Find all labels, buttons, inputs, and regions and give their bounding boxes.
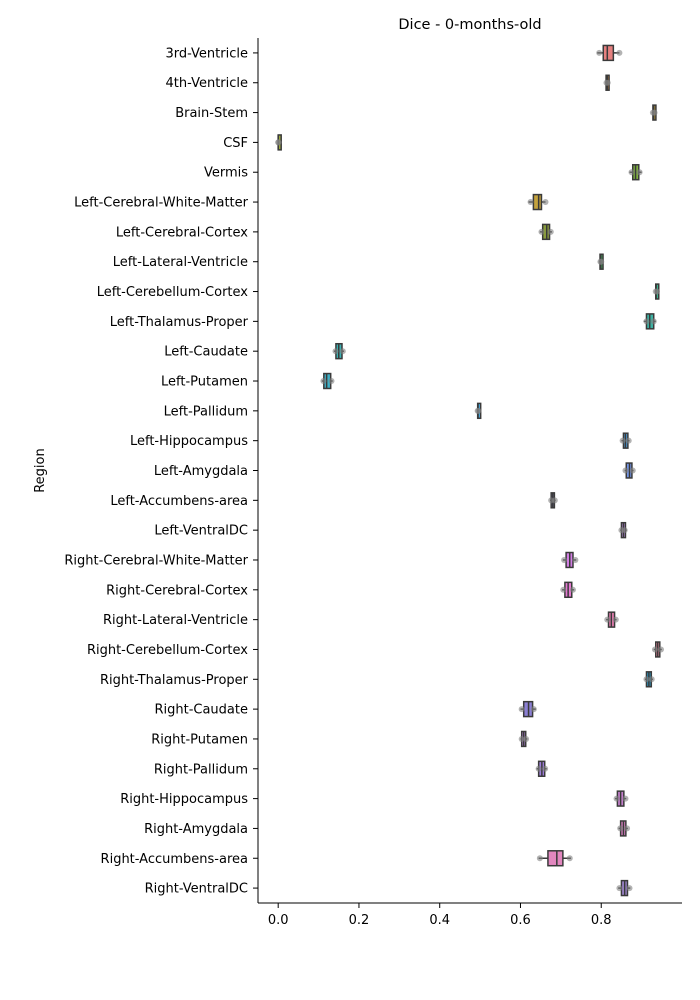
y-tick-label: Vermis (204, 166, 248, 181)
y-tick-label: Left-Lateral-Ventricle (113, 255, 248, 270)
data-point (604, 79, 611, 86)
data-point (598, 258, 605, 265)
y-tick-label: Left-Pallidum (164, 404, 248, 419)
data-point (475, 407, 482, 414)
y-tick-label: Left-Caudate (164, 345, 248, 360)
y-tick-label: Right-Cerebral-Cortex (106, 583, 248, 598)
data-point (629, 467, 636, 474)
box (547, 850, 564, 867)
y-tick-label: Left-Putamen (161, 375, 248, 390)
y-tick-label: Left-Accumbens-area (110, 494, 248, 509)
y-tick-label: Left-Cerebellum-Cortex (97, 285, 249, 300)
data-point (625, 437, 632, 444)
x-tick-label: 0.0 (268, 913, 289, 928)
data-point (569, 586, 576, 593)
data-point (530, 706, 537, 713)
x-tick-label: 0.6 (510, 913, 531, 928)
data-point (616, 49, 623, 56)
y-axis-label: Region (33, 448, 48, 493)
data-point (612, 616, 619, 623)
y-tick-label: Right-Thalamus-Proper (100, 673, 249, 688)
data-point (643, 318, 650, 325)
data-point (561, 556, 568, 563)
chart-marks: 3rd-Ventricle 4th-Ventricle Brain-Stem CSF V… (64, 44, 665, 928)
data-point (320, 378, 327, 385)
data-point (619, 437, 626, 444)
data-point (572, 556, 579, 563)
y-tick-label: 3rd-Ventricle (165, 46, 248, 61)
data-point (275, 139, 282, 146)
data-point (651, 109, 658, 116)
data-point (643, 676, 650, 683)
data-point (617, 825, 624, 832)
box (532, 193, 543, 211)
data-point (339, 348, 346, 355)
data-point (621, 527, 628, 534)
y-tick-label: Right-Cerebral-White-Matter (64, 553, 248, 568)
data-point (560, 586, 567, 593)
data-point (624, 825, 631, 832)
data-point (547, 228, 554, 235)
data-point (536, 855, 543, 862)
data-point (332, 348, 339, 355)
data-point (604, 616, 611, 623)
data-point (648, 676, 655, 683)
y-tick-label: Left-Amygdala (154, 464, 248, 479)
y-tick-label: Left-VentralDC (154, 524, 248, 539)
data-point (653, 288, 660, 295)
data-point (518, 735, 525, 742)
data-point (566, 855, 573, 862)
data-point (616, 885, 623, 892)
box (602, 44, 615, 62)
data-point (542, 765, 549, 772)
y-tick-label: Left-Thalamus-Proper (110, 315, 249, 330)
data-point (542, 199, 549, 206)
y-tick-label: Right-Lateral-Ventricle (103, 613, 248, 628)
y-tick-label: Right-Caudate (154, 703, 248, 718)
y-tick-label: Brain-Stem (175, 106, 248, 121)
y-tick-label: Left-Hippocampus (130, 434, 248, 449)
data-point (328, 378, 335, 385)
data-point (523, 735, 530, 742)
data-point (658, 646, 665, 653)
data-point (551, 497, 558, 504)
y-tick-label: Right-Accumbens-area (101, 852, 248, 867)
data-point (636, 169, 643, 176)
data-point (626, 885, 633, 892)
y-tick-label: Right-VentralDC (145, 882, 248, 897)
data-point (596, 49, 603, 56)
data-point (613, 795, 620, 802)
x-tick-label: 0.8 (591, 913, 612, 928)
y-tick-label: Right-Cerebellum-Cortex (87, 643, 248, 658)
data-point (538, 228, 545, 235)
y-tick-label: Right-Putamen (151, 732, 248, 747)
x-tick-label: 0.4 (429, 913, 450, 928)
data-point (527, 199, 534, 206)
data-point (622, 795, 629, 802)
data-point (535, 765, 542, 772)
data-point (622, 467, 629, 474)
y-tick-label: Right-Hippocampus (120, 792, 248, 807)
data-point (651, 646, 658, 653)
data-point (628, 169, 635, 176)
y-tick-label: 4th-Ventricle (166, 76, 248, 91)
chart-title: Dice - 0-months-old (398, 17, 541, 33)
y-tick-label: Left-Cerebral-Cortex (116, 225, 248, 240)
y-tick-label: Right-Amygdala (144, 822, 248, 837)
y-tick-label: Left-Cerebral-White-Matter (74, 196, 248, 211)
y-tick-label: CSF (223, 136, 248, 151)
x-tick-label: 0.2 (349, 913, 370, 928)
data-point (650, 318, 657, 325)
y-tick-label: Right-Pallidum (154, 762, 248, 777)
data-point (518, 706, 525, 713)
